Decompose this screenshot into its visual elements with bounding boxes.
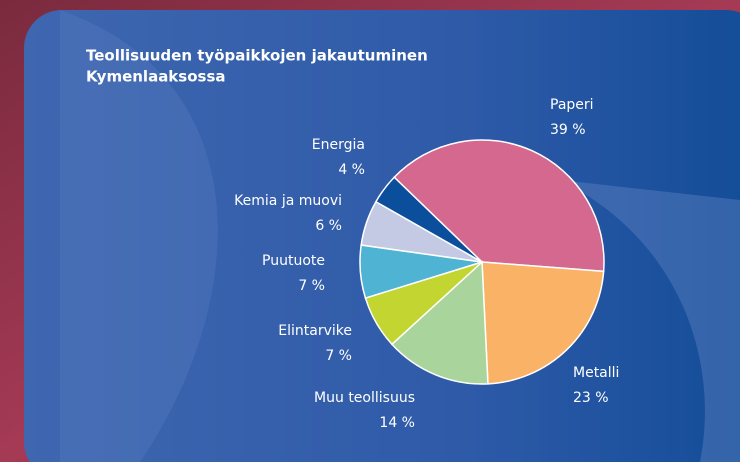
slice-label: Puutuote	[262, 253, 325, 269]
slice-value: 4 %	[338, 162, 365, 178]
page: {"chart_data": {"type": "pie", "title": …	[0, 0, 740, 462]
slice-label: Elintarvike	[278, 323, 352, 339]
slice-label: Muu teollisuus	[314, 390, 415, 406]
slice-label: Energia	[312, 137, 365, 153]
slice-label: Metalli	[573, 365, 619, 381]
slice-value: 39 %	[550, 122, 586, 138]
chart-title: Teollisuuden työpaikkojen jakautuminen	[86, 47, 428, 65]
slice-value: 14 %	[379, 415, 415, 431]
chart: Teollisuuden työpaikkojen jakautuminen K…	[0, 0, 740, 462]
chart-title: Kymenlaaksossa	[86, 68, 226, 86]
slice-value: 23 %	[573, 390, 609, 406]
slice-label: Paperi	[550, 97, 594, 113]
slice-value: 7 %	[298, 278, 325, 294]
slice-label: Kemia ja muovi	[234, 193, 342, 209]
slice-value: 6 %	[315, 218, 342, 234]
slice-value: 7 %	[325, 348, 352, 364]
